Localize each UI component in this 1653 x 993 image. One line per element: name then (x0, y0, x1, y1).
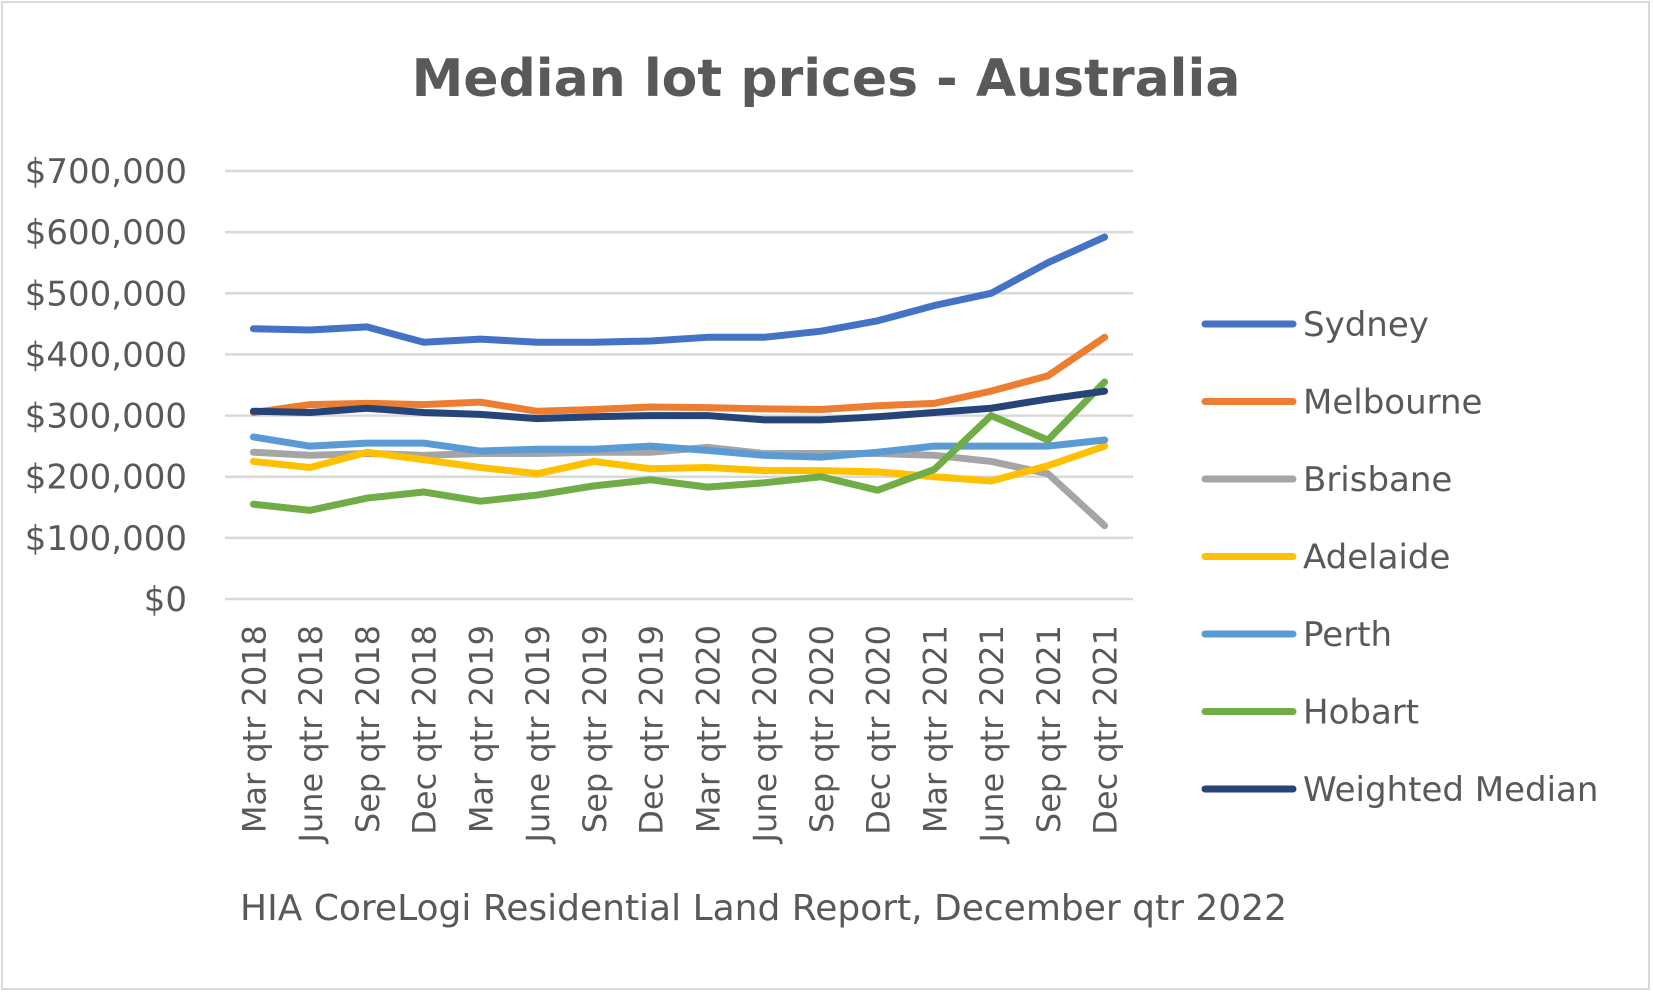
y-tick-label: $200,000 (25, 458, 187, 498)
series-line-adelaide (249, 442, 1109, 485)
x-tick-label: Mar qtr 2018 (235, 625, 273, 833)
series-line-hobart (249, 378, 1109, 514)
y-tick-label: $400,000 (25, 335, 187, 375)
x-tick-label: Sep qtr 2018 (349, 625, 387, 833)
legend-label: Perth (1303, 615, 1392, 655)
y-tick-label: $300,000 (25, 397, 187, 437)
x-tick-label: Sep qtr 2019 (576, 625, 614, 833)
y-tick-label: $700,000 (25, 152, 187, 192)
x-tick-label: June qtr 2019 (519, 625, 557, 844)
x-tick-label: June qtr 2020 (746, 625, 784, 844)
x-tick-label: June qtr 2021 (973, 625, 1011, 844)
x-tick-label: Sep qtr 2021 (1030, 625, 1068, 833)
x-tick-label: Mar qtr 2019 (462, 625, 500, 833)
x-tick-label: Mar qtr 2021 (916, 625, 954, 833)
y-axis-labels: $0 $100,000 $200,000 $300,000 $400,000 $500,0… (25, 152, 187, 620)
source-note: HIA CoreLogi Residential Land Report, De… (240, 888, 1287, 929)
x-tick-label: Dec qtr 2018 (406, 625, 444, 835)
series-line-melbourne (249, 333, 1109, 417)
x-tick-label: Sep qtr 2020 (803, 625, 841, 833)
series-line-sydney (249, 233, 1109, 346)
x-tick-label: June qtr 2018 (292, 625, 330, 844)
x-tick-label: Dec qtr 2020 (860, 625, 898, 835)
legend-label: Hobart (1303, 693, 1419, 733)
y-tick-label: $500,000 (25, 274, 187, 314)
x-tick-label: Dec qtr 2021 (1087, 625, 1125, 835)
y-tick-label: $100,000 (25, 519, 187, 559)
legend-label: Sydney (1303, 305, 1429, 345)
x-axis-labels: Mar qtr 2018 June qtr 2018 Sep qtr 2018 Dec… (235, 625, 1124, 844)
x-tick-label: Mar qtr 2020 (689, 625, 727, 833)
legend-label: Brisbane (1303, 460, 1452, 500)
series-line-weighted-median (249, 387, 1109, 424)
x-tick-label: Dec qtr 2019 (633, 625, 671, 835)
legend-label: Weighted Median (1303, 770, 1598, 810)
y-tick-label: $600,000 (25, 213, 187, 253)
chart-title: Median lot prices - Australia (412, 49, 1241, 109)
legend-label: Melbourne (1303, 383, 1482, 423)
gridlines (225, 169, 1133, 601)
series-lines (249, 233, 1109, 530)
y-tick-label: $0 (144, 580, 187, 620)
legend-label: Adelaide (1303, 538, 1450, 578)
legend: Sydney Melbourne Brisbane Adelaide Perth Hoba… (1201, 305, 1598, 810)
